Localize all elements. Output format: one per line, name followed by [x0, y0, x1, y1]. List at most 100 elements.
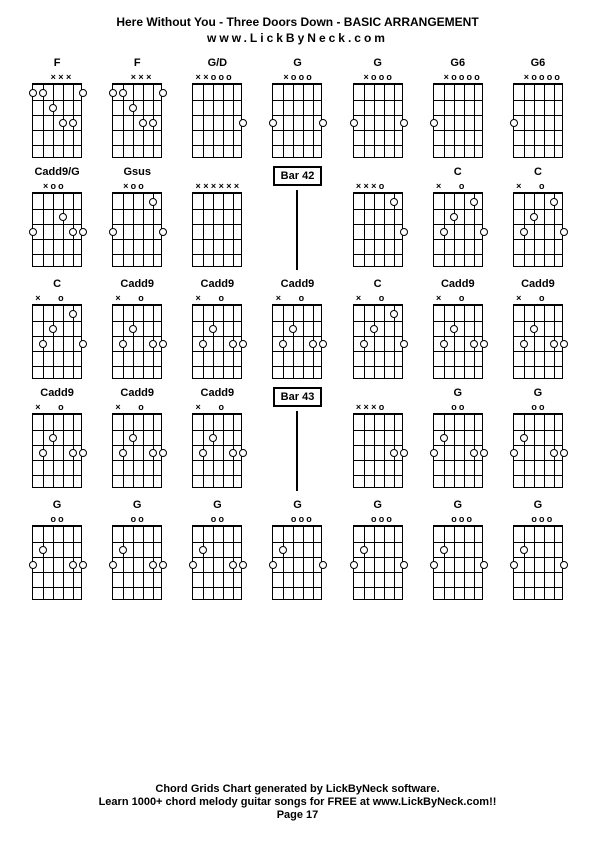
- fretboard: [433, 83, 483, 158]
- bar-marker: Bar 42: [273, 166, 323, 270]
- finger-dot: [390, 310, 398, 318]
- finger-dot: [59, 213, 67, 221]
- finger-dot: [59, 119, 67, 127]
- finger-dot: [129, 325, 137, 333]
- finger-dot: [520, 546, 528, 554]
- finger-dot: [360, 546, 368, 554]
- finger-dot: [189, 561, 197, 569]
- finger-dot: [560, 340, 568, 348]
- chord-top-marks: ooo: [272, 515, 322, 525]
- chord-label: G6: [531, 57, 546, 71]
- chord-cell: ××××××: [180, 166, 254, 270]
- finger-dot: [309, 340, 317, 348]
- fretboard: [112, 192, 162, 267]
- fretboard: [192, 83, 242, 158]
- finger-dot: [79, 561, 87, 569]
- fretboard: [272, 304, 322, 379]
- finger-dot: [69, 228, 77, 236]
- chord-diagram: ×oo: [112, 182, 162, 267]
- chord-top-marks: oo: [192, 515, 242, 525]
- chord-top-marks: ×oooo: [513, 73, 563, 83]
- chord-diagram: ×o: [192, 294, 242, 379]
- finger-dot: [79, 449, 87, 457]
- finger-dot: [510, 449, 518, 457]
- chord-label: C: [454, 166, 462, 180]
- fretboard: [433, 413, 483, 488]
- finger-dot: [199, 449, 207, 457]
- chord-label: Cadd9: [521, 278, 555, 292]
- finger-dot: [29, 89, 37, 97]
- chord-cell: G6×oooo: [421, 57, 495, 158]
- finger-dot: [560, 228, 568, 236]
- chord-diagram: ×o: [112, 403, 162, 488]
- finger-dot: [69, 449, 77, 457]
- finger-dot: [430, 449, 438, 457]
- finger-dot: [119, 340, 127, 348]
- fretboard: [353, 304, 403, 379]
- finger-dot: [400, 449, 408, 457]
- chord-cell: Cadd9×o: [421, 278, 495, 379]
- chord-cell: Cadd9×o: [100, 387, 174, 491]
- chord-label: G: [373, 57, 382, 71]
- finger-dot: [159, 449, 167, 457]
- chord-top-marks: ×o: [353, 294, 403, 304]
- chord-chart-grid: F×××F×××G/D××oooG×oooG×oooG6×ooooG6×oooo…: [20, 57, 575, 600]
- finger-dot: [520, 434, 528, 442]
- finger-dot: [289, 325, 297, 333]
- finger-dot: [49, 104, 57, 112]
- chord-label: G: [293, 499, 302, 513]
- finger-dot: [109, 89, 117, 97]
- finger-dot: [390, 198, 398, 206]
- fretboard: [353, 192, 403, 267]
- finger-dot: [39, 89, 47, 97]
- chord-top-marks: ×oooo: [433, 73, 483, 83]
- chord-cell: Gooo: [501, 499, 575, 600]
- chord-top-marks: ×oo: [112, 182, 162, 192]
- finger-dot: [400, 340, 408, 348]
- finger-dot: [39, 340, 47, 348]
- finger-dot: [139, 119, 147, 127]
- fretboard: [112, 525, 162, 600]
- chord-label: G/D: [208, 57, 228, 71]
- chord-diagram: ×o: [513, 182, 563, 267]
- chord-cell: G×ooo: [260, 57, 334, 158]
- chord-cell: Gooo: [341, 499, 415, 600]
- chord-top-marks: ×o: [112, 403, 162, 413]
- chord-top-marks: ×o: [192, 403, 242, 413]
- footer-page: Page 17: [0, 809, 595, 821]
- finger-dot: [319, 561, 327, 569]
- finger-dot: [69, 310, 77, 318]
- chord-top-marks: ooo: [433, 515, 483, 525]
- finger-dot: [550, 340, 558, 348]
- chord-diagram: ×ooo: [353, 73, 403, 158]
- finger-dot: [560, 561, 568, 569]
- fretboard: [32, 304, 82, 379]
- fretboard: [32, 525, 82, 600]
- finger-dot: [79, 89, 87, 97]
- chord-cell: G6 ×oooo: [501, 57, 575, 158]
- chord-top-marks: ×o: [433, 294, 483, 304]
- fretboard: [192, 304, 242, 379]
- chord-diagram: ×o: [272, 294, 322, 379]
- chord-diagram: ooo: [433, 515, 483, 600]
- finger-dot: [560, 449, 568, 457]
- chord-diagram: ×oooo: [513, 73, 563, 158]
- finger-dot: [239, 561, 247, 569]
- chord-diagram: ×××o: [353, 182, 403, 267]
- finger-dot: [440, 434, 448, 442]
- finger-dot: [109, 228, 117, 236]
- fretboard: [513, 413, 563, 488]
- bar-divider-line: [296, 411, 298, 491]
- chord-diagram: ooo: [353, 515, 403, 600]
- chord-cell: Goo: [501, 387, 575, 491]
- finger-dot: [390, 449, 398, 457]
- chord-label: G: [453, 387, 462, 401]
- chord-label: G: [534, 387, 543, 401]
- chord-diagram: ×o: [513, 294, 563, 379]
- chord-top-marks: ×o: [112, 294, 162, 304]
- finger-dot: [199, 340, 207, 348]
- chord-cell: C×o: [501, 166, 575, 270]
- fretboard: [353, 83, 403, 158]
- chord-cell: Cadd9×o: [260, 278, 334, 379]
- chord-label: Gsus: [123, 166, 151, 180]
